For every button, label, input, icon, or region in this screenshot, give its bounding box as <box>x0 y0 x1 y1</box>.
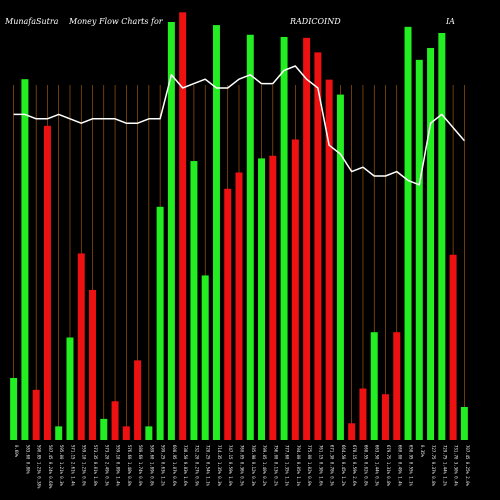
x-tick-label: 576.60 1.48% 0.8% <box>127 445 132 487</box>
x-tick-label: 728.25 0.54% 1.1% <box>206 445 211 487</box>
money-flow-bar <box>122 426 130 440</box>
money-flow-bar <box>10 377 18 440</box>
x-tick-label: 756.00 0.13% 0.2% <box>273 445 278 487</box>
money-flow-bar <box>66 337 74 440</box>
money-flow-bar <box>134 360 142 440</box>
money-flow-bar <box>348 423 356 440</box>
x-tick-label: 587.45 0.24% 0.68% <box>48 445 53 489</box>
money-flow-bar <box>246 34 254 440</box>
money-flow-bar <box>258 158 266 440</box>
money-flow-bar <box>32 389 40 440</box>
x-tick-label: 573.35 0.01% 1.8% <box>93 445 98 487</box>
x-tick-label: 0.35% <box>420 445 425 458</box>
x-tick-label: 0.60% <box>14 445 19 458</box>
x-tick-label: 660.00 0.49% 1.4% <box>397 445 402 487</box>
money-flow-bar <box>336 94 344 440</box>
x-tick-label: 775.00 1.02% 0.0% <box>307 445 312 487</box>
x-tick-label: 732.20 0.27% 0.9% <box>194 445 199 487</box>
x-tick-label: 664.50 0.45% 1.2% <box>341 445 346 487</box>
money-flow-bar <box>269 155 277 440</box>
money-flow-bar <box>190 161 198 441</box>
money-flow-bar <box>325 79 333 440</box>
money-flow-bar <box>89 289 97 440</box>
x-tick-label: 668.55 0.02% 0.8% <box>363 445 368 487</box>
x-tick-label: 608.95 1.07% 0.6% <box>172 445 177 487</box>
money-flow-bar <box>303 37 311 441</box>
money-flow-bar <box>43 125 51 440</box>
x-tick-label: 727.75 0.37% 0.8% <box>431 445 436 487</box>
x-tick-label: 583.60 0.80% <box>25 445 30 474</box>
price-line <box>13 65 465 186</box>
x-tick-label: 760.05 0.36% 0.5% <box>240 445 245 487</box>
money-flow-bar <box>438 33 446 440</box>
x-tick-label: 663.50 1.44% 0.3% <box>375 445 380 487</box>
money-flow-bar <box>145 426 153 440</box>
x-tick-label: 559.10 0.89% 1.4% <box>116 445 121 487</box>
money-flow-bar <box>291 139 299 441</box>
chart-title: Money Flow Charts for <box>68 17 164 26</box>
chart-header: MunafaSutra Money Flow Charts for RADICO… <box>4 17 455 26</box>
money-flow-bar <box>381 394 389 440</box>
money-flow-bar <box>21 79 29 440</box>
x-tick-label: 678.15 0.59% 2.6% <box>352 445 357 487</box>
x-tick-label: 573.20 2.49% 0.3% <box>104 445 109 487</box>
money-flow-bar <box>404 26 412 441</box>
x-tick-label: 731.70 3.30% 0.4% <box>454 445 459 487</box>
money-flow-bar <box>100 418 108 440</box>
x-tick-label: 571.15 2.61% 1.4% <box>70 445 75 487</box>
x-tick-label: 671.30 0.78% 0.3% <box>330 445 335 487</box>
money-flow-bar <box>156 206 164 440</box>
money-flow-bar <box>427 47 435 441</box>
money-flow-bar <box>77 253 85 440</box>
money-flow-bars <box>10 12 468 441</box>
x-tick-label: 799.05 1.40% 0.2% <box>262 445 267 487</box>
x-tick-label: 761.15 0.30% 1.6% <box>318 445 323 487</box>
x-tick-label: 599.25 0.63% 1.2% <box>161 445 166 487</box>
x-tick-label: 707.45 0.25% 2.0% <box>465 445 470 487</box>
x-axis-labels: 0.60% 583.60 0.80% 590.85 1.23% 0.38% 587.4… <box>14 445 470 489</box>
x-tick-label: 580.60 1.74% 0.0% <box>138 445 143 487</box>
x-tick-label: 747.15 0.59% 1.0% <box>228 445 233 487</box>
x-tick-label: 794.00 0.05% 1.1% <box>296 445 301 487</box>
money-flow-bar <box>224 188 232 440</box>
money-flow-bar <box>449 254 457 440</box>
money-flow-bar <box>167 22 175 440</box>
x-tick-label: 658.95 0.55% 1.1% <box>409 445 414 487</box>
x-tick-label: 785.90 0.12% 0.3% <box>251 445 256 487</box>
site-name: MunafaSutra <box>4 17 59 26</box>
x-tick-label: 714.35 1.35% 0.3% <box>217 445 222 487</box>
x-tick-label: 738.50 0.83% 1.6% <box>183 445 188 487</box>
money-flow-bar <box>359 388 367 440</box>
money-flow-bar <box>370 332 378 440</box>
money-flow-bar <box>55 426 63 440</box>
x-tick-label: 729.75 1.44% 1.2% <box>442 445 447 487</box>
exchange-tag: IA <box>445 17 455 26</box>
money-flow-bar <box>415 59 423 441</box>
money-flow-bar <box>201 275 209 440</box>
money-flow-bar <box>460 407 468 440</box>
money-flow-bar <box>212 25 220 441</box>
money-flow-bar <box>179 12 187 440</box>
x-tick-label: 559.10 1.23% 0.0% <box>82 445 87 487</box>
x-tick-label: 589.60 1.89% 0.8% <box>149 445 154 487</box>
x-tick-label: 590.85 1.23% 0.38% <box>37 445 42 489</box>
x-tick-label: 679.75 1.31% 0.8% <box>386 445 391 487</box>
x-tick-label: 595.00 1.21% 0.3% <box>59 445 64 487</box>
money-flow-bar <box>235 172 243 441</box>
x-tick-label: 777.60 1.35% 1.1% <box>285 445 290 487</box>
money-flow-bar <box>393 332 401 440</box>
stock-symbol: RADICOIND <box>289 17 341 26</box>
money-flow-bar <box>314 52 322 441</box>
money-flow-bar <box>280 36 288 441</box>
money-flow-bar <box>111 401 119 440</box>
